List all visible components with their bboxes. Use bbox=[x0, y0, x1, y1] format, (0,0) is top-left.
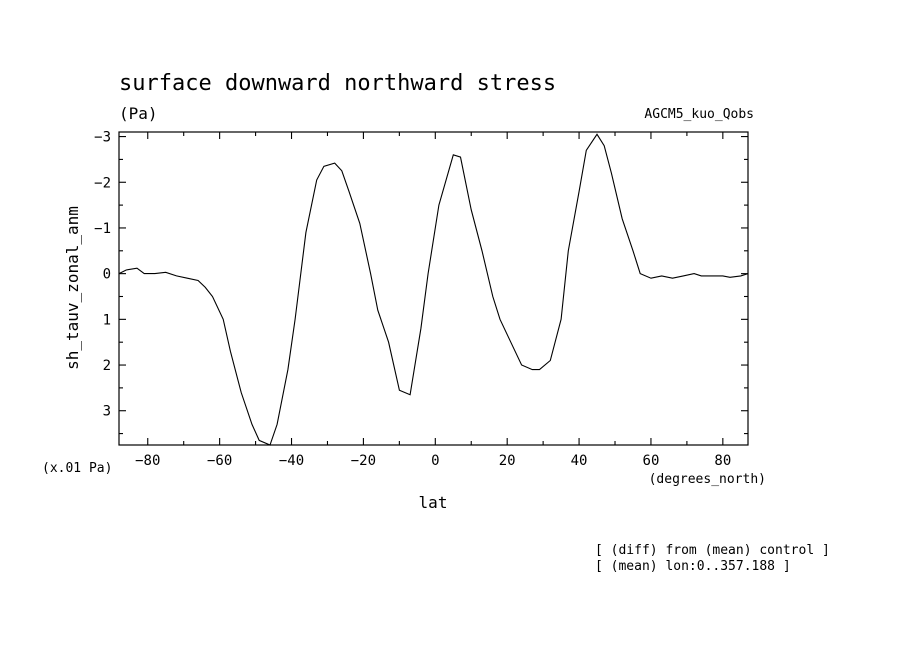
plot-frame bbox=[118, 131, 749, 446]
y-axis-ticks: −3 −2 −1 0 1 2 3 bbox=[94, 130, 748, 435]
y-tick-label: −3 bbox=[94, 130, 111, 146]
x-tick-label: 20 bbox=[499, 453, 516, 469]
x-axis-ticks: −80 −60 −40 −20 0 20 40 60 80 bbox=[135, 132, 731, 469]
x-tick-label: 80 bbox=[714, 453, 731, 469]
model-label: AGCM5_kuo_Qobs bbox=[644, 107, 754, 122]
x-tick-label: 40 bbox=[571, 453, 588, 469]
units-label: (Pa) bbox=[119, 104, 158, 123]
x-tick-label: −80 bbox=[135, 453, 160, 469]
note-line-1: [ (diff) from (mean) control ] bbox=[595, 543, 830, 558]
chart-title: surface downward northward stress bbox=[119, 71, 556, 96]
y-tick-label: 1 bbox=[103, 312, 111, 328]
y-tick-label: −2 bbox=[94, 175, 111, 191]
note-line-2: [ (mean) lon:0..357.188 ] bbox=[595, 559, 791, 574]
y-scale-label: (x.01 Pa) bbox=[42, 461, 112, 476]
y-tick-label: −1 bbox=[94, 221, 111, 237]
x-tick-label: −60 bbox=[207, 453, 232, 469]
x-axis-label: lat bbox=[419, 493, 448, 512]
series-line bbox=[118, 133, 749, 446]
x-tick-label: −20 bbox=[351, 453, 376, 469]
y-axis-label: sh_tauv_zonal_anm bbox=[63, 206, 82, 370]
y-tick-label: 2 bbox=[103, 358, 111, 374]
x-unit-label: (degrees_north) bbox=[649, 472, 766, 487]
x-tick-label: 0 bbox=[431, 453, 439, 469]
x-tick-label: 60 bbox=[643, 453, 660, 469]
y-tick-label: 0 bbox=[103, 267, 111, 283]
x-tick-label: −40 bbox=[279, 453, 304, 469]
y-tick-label: 3 bbox=[103, 404, 111, 420]
